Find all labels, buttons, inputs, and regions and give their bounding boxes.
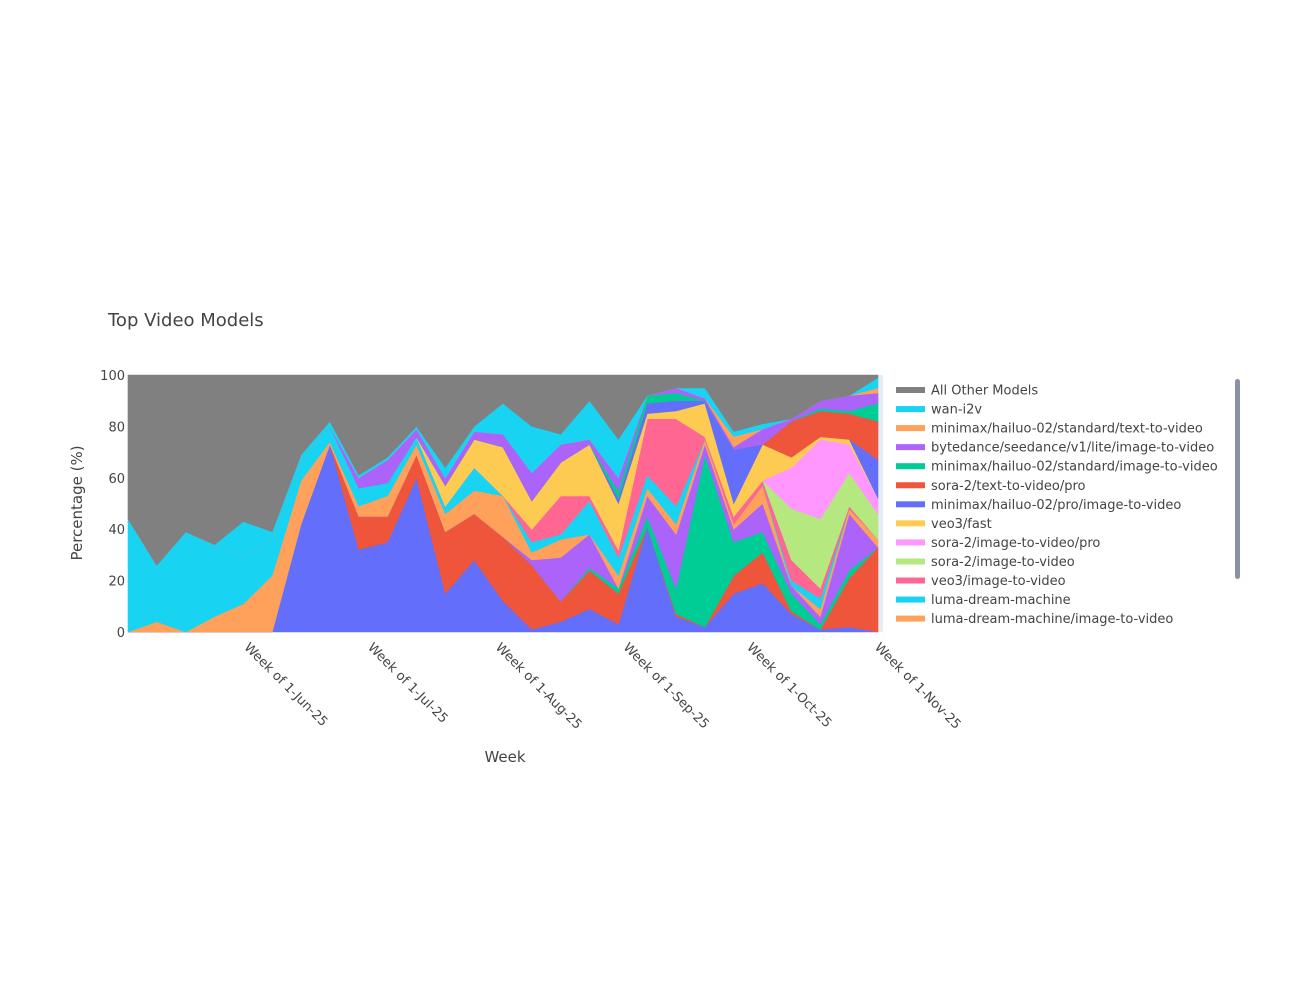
- legend-item[interactable]: veo3/fast: [896, 517, 992, 532]
- x-tick-label: Week of 1-Jul-25: [364, 640, 450, 726]
- chart-title: Top Video Models: [107, 310, 264, 331]
- legend-swatch: [896, 635, 925, 641]
- y-axis-title: Percentage (%): [68, 445, 86, 560]
- x-tick-label: Week of 1-Nov-25: [871, 640, 963, 732]
- legend-swatch: [896, 463, 925, 470]
- legend-item[interactable]: sora-2/text-to-video/pro: [896, 479, 1086, 494]
- legend-item[interactable]: sora-2/image-to-video: [896, 555, 1075, 570]
- legend-item[interactable]: bytedance/seedance/v1/lite/image-to-vide…: [896, 441, 1214, 456]
- legend-item[interactable]: luma-dream-machine/image-to-video: [896, 612, 1173, 627]
- legend-label: wan-i2v: [931, 403, 982, 418]
- legend-swatch: [896, 539, 925, 546]
- x-tick-label: Week of 1-Sep-25: [620, 640, 712, 732]
- area-layers: [127, 374, 879, 633]
- legend-item[interactable]: veo3/image-to-video: [896, 574, 1066, 589]
- legend-swatch: [896, 444, 925, 451]
- legend-label: minimax/hailuo-02/pro/image-to-video: [931, 498, 1181, 513]
- legend-label: luma-dream-machine/image-to-video: [931, 612, 1173, 627]
- y-tick-label: 20: [108, 575, 125, 590]
- legend-swatch: [896, 577, 925, 584]
- y-tick-label: 80: [108, 420, 125, 435]
- y-tick-label: 40: [108, 523, 125, 538]
- legend-item[interactable]: All Other Models: [896, 384, 1038, 399]
- legend-swatch: [896, 520, 925, 527]
- y-tick-label: 100: [100, 369, 125, 384]
- legend-swatch: [896, 425, 925, 432]
- legend-label: sora-2/text-to-video/pro: [931, 479, 1086, 494]
- legend-item[interactable]: luma-dream-machine: [896, 593, 1071, 608]
- y-tick-label: 60: [108, 472, 125, 487]
- area-all-other-models: [127, 374, 879, 566]
- legend: All Other Models wan-i2v minimax/hailuo-02…: [896, 384, 1218, 641]
- x-axis-ticks: Week of 1-Jun-25 Week of 1-Jul-25 Week of …: [241, 640, 964, 732]
- x-tick-label: Week of 1-Aug-25: [492, 640, 584, 732]
- legend-item[interactable]: minimax/hailuo-02/standard/text-to-video: [896, 422, 1203, 437]
- legend-label: minimax/hailuo-02/standard/image-to-vide…: [931, 460, 1218, 475]
- legend-item[interactable]: sora-2/image-to-video/pro: [896, 536, 1100, 551]
- legend-swatch: [896, 387, 925, 393]
- legend-swatch: [896, 482, 925, 489]
- legend-item[interactable]: minimax/hailuo-02/standard/image-to-vide…: [896, 460, 1218, 475]
- legend-label: luma-dream-machine: [931, 593, 1071, 608]
- legend-label: veo3/image-to-video: [931, 574, 1066, 589]
- y-tick-label: 0: [117, 626, 125, 641]
- legend-label: minimax/hailuo-02/standard/text-to-video: [931, 422, 1203, 437]
- legend-swatch: [896, 406, 925, 413]
- legend-swatch: [896, 558, 925, 565]
- legend-swatch: [896, 615, 925, 622]
- legend-label: veo3/fast: [931, 517, 992, 532]
- legend-label: All Other Models: [931, 384, 1038, 399]
- x-tick-label: Week of 1-Oct-25: [743, 640, 834, 731]
- x-tick-label: Week of 1-Jun-25: [241, 640, 331, 730]
- legend-scrollbar[interactable]: [1235, 379, 1240, 579]
- legend-item[interactable]: minimax/hailuo-02/pro/image-to-video: [896, 498, 1181, 513]
- legend-label: sora-2/image-to-video: [931, 555, 1075, 570]
- legend-item[interactable]: [896, 635, 925, 641]
- legend-label: bytedance/seedance/v1/lite/image-to-vide…: [931, 441, 1214, 456]
- legend-item[interactable]: wan-i2v: [896, 403, 982, 418]
- legend-swatch: [896, 501, 925, 508]
- y-axis-ticks: 0 20 40 60 80 100: [100, 369, 125, 641]
- legend-swatch: [896, 596, 925, 603]
- legend-label: sora-2/image-to-video/pro: [931, 536, 1100, 551]
- x-axis-title: Week: [484, 748, 525, 766]
